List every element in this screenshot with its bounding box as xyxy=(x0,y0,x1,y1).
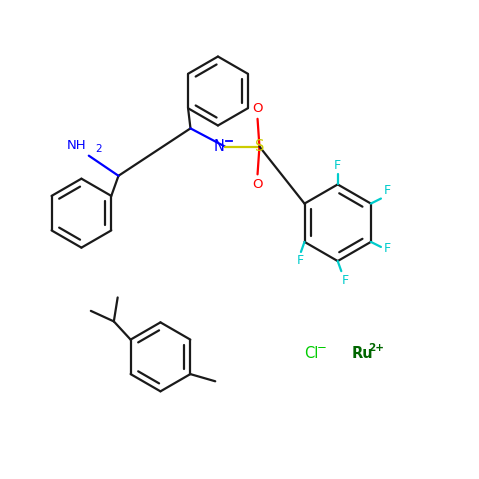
Text: Ru: Ru xyxy=(352,346,374,361)
Text: −: − xyxy=(317,341,327,354)
Text: F: F xyxy=(297,254,304,267)
Text: F: F xyxy=(383,241,390,255)
Text: S: S xyxy=(255,139,264,154)
Text: O: O xyxy=(252,103,263,115)
Text: Cl: Cl xyxy=(304,346,319,361)
Text: F: F xyxy=(334,159,341,172)
Text: F: F xyxy=(383,184,390,197)
Text: NH: NH xyxy=(67,139,86,152)
Text: F: F xyxy=(342,274,349,286)
Text: N: N xyxy=(213,139,224,154)
Text: O: O xyxy=(252,178,263,191)
Text: 2+: 2+ xyxy=(368,343,384,353)
Text: 2: 2 xyxy=(95,144,102,154)
